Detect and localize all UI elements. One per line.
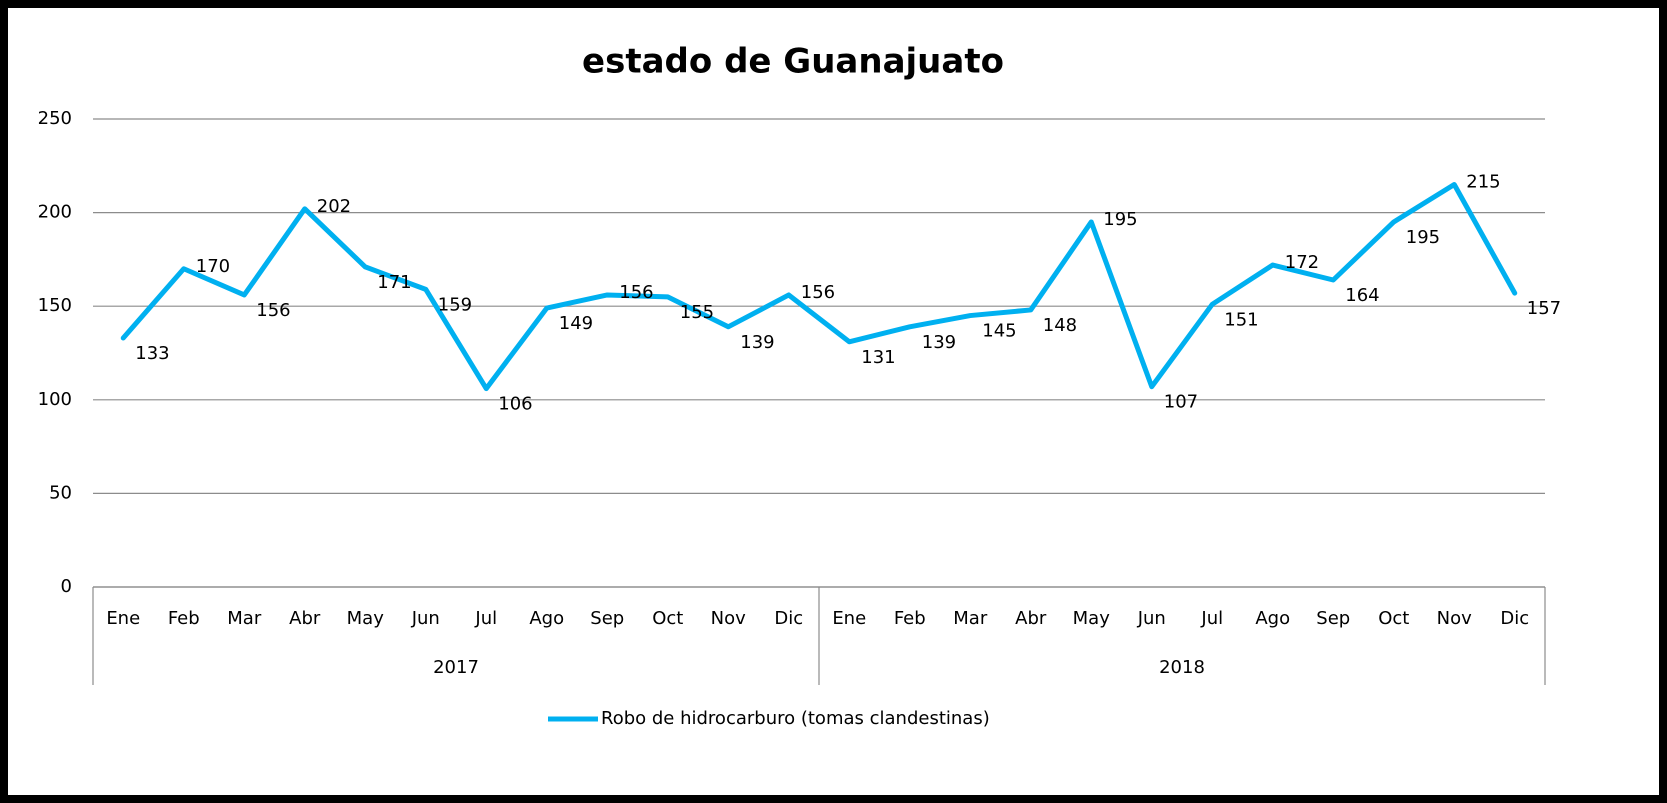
x-tick-label: Mar	[227, 608, 262, 629]
x-tick-label: Ago	[529, 608, 564, 629]
data-label: 107	[1164, 392, 1198, 413]
y-tick-label: 50	[49, 482, 72, 503]
group-label: 2018	[1159, 657, 1205, 678]
y-tick-label: 200	[38, 202, 72, 223]
x-tick-label: Ene	[832, 608, 866, 629]
data-label: 157	[1527, 298, 1561, 319]
data-label: 151	[1224, 309, 1258, 330]
data-label: 159	[438, 294, 472, 315]
x-tick-label: Jul	[1200, 608, 1223, 629]
group-label: 2017	[433, 657, 479, 678]
x-tick-label: Oct	[652, 608, 683, 629]
data-label: 215	[1466, 172, 1500, 193]
x-tick-label: Abr	[1015, 608, 1047, 629]
x-tick-label: Mar	[953, 608, 988, 629]
data-label: 139	[922, 332, 956, 353]
x-tick-label: Ene	[106, 608, 140, 629]
y-tick-label: 250	[38, 108, 72, 129]
x-tick-label: Sep	[1316, 608, 1350, 629]
data-label: 133	[135, 343, 169, 364]
data-label: 202	[317, 196, 351, 217]
x-tick-label: Oct	[1378, 608, 1409, 629]
x-tick-label: Ago	[1255, 608, 1290, 629]
x-tick-label: Nov	[711, 608, 746, 629]
chart-title: estado de Guanajuato	[582, 42, 1004, 82]
x-tick-label: Sep	[590, 608, 624, 629]
data-label: 145	[982, 321, 1016, 342]
y-tick-label: 150	[38, 295, 72, 316]
data-label: 106	[498, 394, 532, 415]
x-tick-label: Dic	[1500, 608, 1529, 629]
series-line	[120, 182, 1518, 392]
data-label: 195	[1406, 227, 1440, 248]
x-tick-label: May	[347, 608, 385, 629]
data-label: 149	[559, 313, 593, 334]
legend-label: Robo de hidrocarburo (tomas clandestinas…	[601, 708, 990, 729]
data-label: 156	[256, 300, 290, 321]
x-tick-label: Jun	[411, 608, 440, 629]
y-tick-label: 0	[61, 576, 72, 597]
data-label: 148	[1043, 315, 1077, 336]
x-tick-label: Feb	[894, 608, 926, 629]
data-label: 156	[801, 282, 835, 303]
data-label: 171	[377, 272, 411, 293]
data-label: 155	[680, 302, 714, 323]
x-tick-label: Abr	[289, 608, 321, 629]
data-label: 139	[740, 332, 774, 353]
y-tick-label: 100	[38, 389, 72, 410]
x-tick-label: Feb	[168, 608, 200, 629]
x-tick-label: Jun	[1137, 608, 1166, 629]
data-label: 195	[1103, 209, 1137, 230]
data-label: 170	[196, 256, 230, 277]
x-tick-label: Jul	[474, 608, 497, 629]
data-label: 156	[619, 282, 653, 303]
x-tick-label: Nov	[1437, 608, 1472, 629]
data-label: 164	[1345, 285, 1379, 306]
data-label: 172	[1285, 252, 1319, 273]
x-tick-label: May	[1073, 608, 1111, 629]
data-label: 131	[861, 347, 895, 368]
x-tick-label: Dic	[774, 608, 803, 629]
